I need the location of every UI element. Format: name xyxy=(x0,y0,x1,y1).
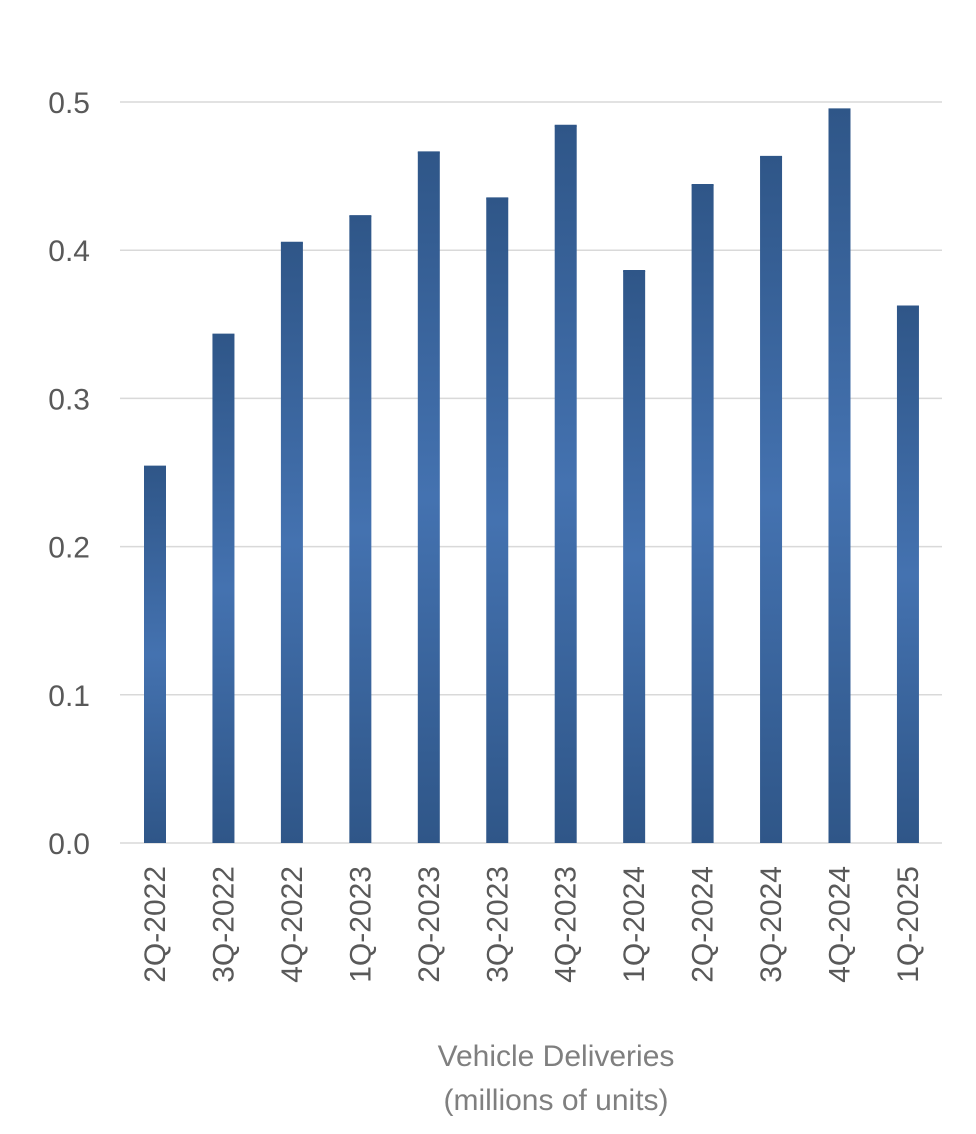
y-axis-ticks: 0.0 0.1 0.2 0.3 0.4 0.5 xyxy=(48,87,90,861)
bar-2Q-2022 xyxy=(144,466,166,843)
x-tick-label: 3Q-2023 xyxy=(481,866,514,983)
y-tick-label: 0.1 xyxy=(48,680,90,713)
bar-4Q-2024 xyxy=(828,109,851,843)
x-axis-ticks: 2Q-2022 3Q-2022 4Q-2022 1Q-2023 2Q-2023 3Q-20… xyxy=(139,866,925,983)
x-tick-label: 3Q-2022 xyxy=(207,866,240,983)
x-tick-label: 2Q-2024 xyxy=(687,866,720,983)
bar-2Q-2024 xyxy=(691,184,714,843)
bar-3Q-2023 xyxy=(486,198,509,843)
y-tick-label: 0.3 xyxy=(48,383,90,416)
x-tick-label: 1Q-2023 xyxy=(344,866,377,983)
y-tick-label: 0.2 xyxy=(48,532,90,565)
x-tick-label: 2Q-2022 xyxy=(139,866,172,983)
x-tick-label: 1Q-2024 xyxy=(618,866,651,983)
y-tick-label: 0.5 xyxy=(48,87,90,120)
y-tick-label: 0.0 xyxy=(48,828,90,861)
x-axis-title-line-2: (millions of units) xyxy=(443,1084,668,1117)
bar-3Q-2024 xyxy=(760,156,783,844)
bar-4Q-2023 xyxy=(554,125,577,844)
y-tick-label: 0.4 xyxy=(48,235,90,268)
x-tick-label: 3Q-2024 xyxy=(755,866,788,983)
x-tick-label: 1Q-2025 xyxy=(892,866,925,983)
x-tick-label: 4Q-2024 xyxy=(824,866,857,983)
x-axis-title-line-1: Vehicle Deliveries xyxy=(438,1040,675,1073)
bar-1Q-2025 xyxy=(896,306,919,843)
bars xyxy=(144,108,919,844)
x-tick-label: 4Q-2023 xyxy=(550,866,583,983)
x-tick-label: 2Q-2023 xyxy=(413,866,446,983)
bar-3Q-2022 xyxy=(212,334,235,843)
bar-1Q-2023 xyxy=(349,216,372,843)
bar-1Q-2024 xyxy=(623,270,646,843)
bar-4Q-2022 xyxy=(280,242,303,844)
x-tick-label: 4Q-2022 xyxy=(276,866,309,983)
gridlines xyxy=(120,101,942,844)
bar-2Q-2023 xyxy=(417,152,440,843)
